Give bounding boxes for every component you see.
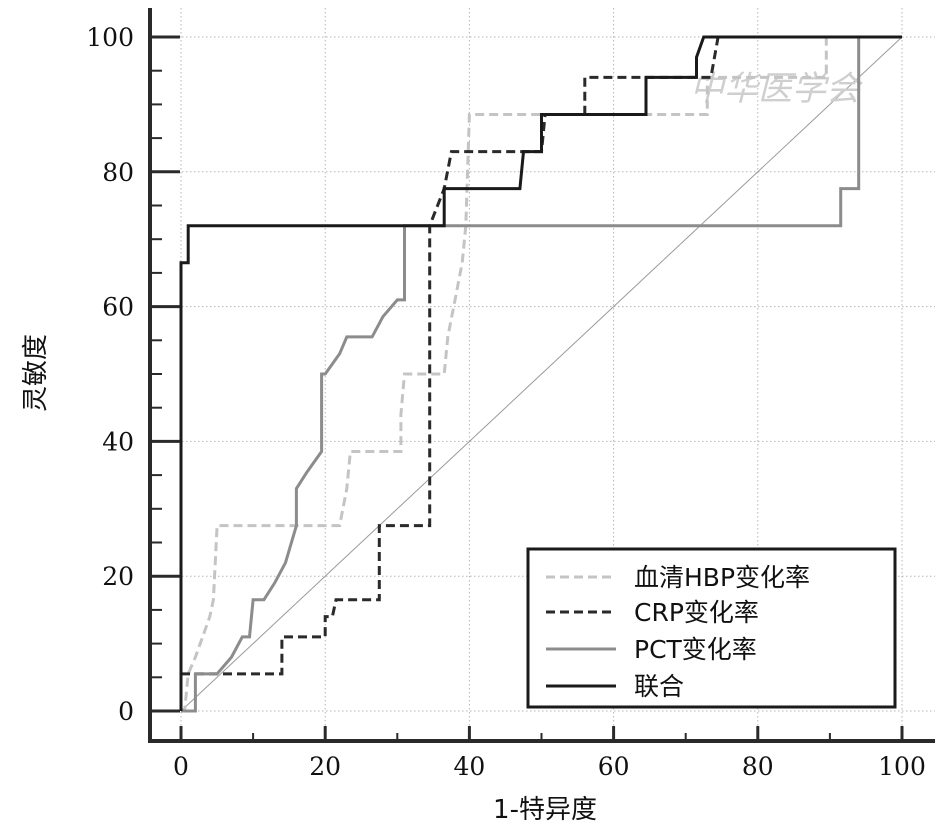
- x-tick-label-60: 60: [598, 752, 630, 781]
- x-axis-title: 1-特异度: [493, 795, 597, 825]
- y-tick-label-80: 80: [102, 158, 134, 187]
- x-tick-label-100: 100: [878, 752, 926, 781]
- x-tick-label-20: 20: [309, 752, 341, 781]
- series-lines: [179, 35, 902, 713]
- reference-line: [180, 36, 903, 712]
- series-line-1: [181, 35, 859, 713]
- reference-diagonal: [180, 36, 903, 712]
- series-line-3: [181, 37, 861, 713]
- y-tick-label-20: 20: [102, 562, 134, 591]
- x-tick-label-80: 80: [742, 752, 774, 781]
- legend-label-1: 血清HBP变化率: [634, 563, 810, 592]
- y-tick-labels: 0 20 40 60 80 100: [86, 23, 134, 726]
- x-tick-label-40: 40: [453, 752, 485, 781]
- series-line-4: [179, 35, 902, 711]
- legend-label-2: CRP变化率: [634, 598, 759, 627]
- x-tick-labels: 0 20 40 60 80 100: [173, 752, 926, 781]
- legend-box: [526, 547, 897, 709]
- x-tick-label-0: 0: [173, 752, 189, 781]
- y-axis-title: 灵敏度: [21, 334, 51, 412]
- axes: [148, 8, 935, 743]
- legend-label-4: 联合: [634, 672, 684, 701]
- legend-label-3: PCT变化率: [634, 635, 757, 664]
- series-line-2: [181, 35, 859, 676]
- y-tick-label-40: 40: [102, 427, 134, 456]
- y-tick-label-100: 100: [86, 23, 134, 52]
- watermark-text: 中华医学会: [690, 69, 864, 109]
- y-tick-label-60: 60: [102, 293, 134, 322]
- y-tick-label-0: 0: [118, 697, 134, 726]
